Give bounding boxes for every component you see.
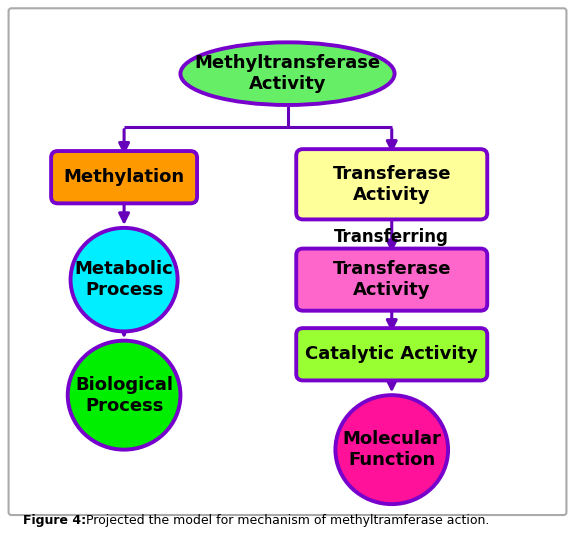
FancyBboxPatch shape [296,328,487,380]
Text: Molecular
Function: Molecular Function [342,430,441,469]
Circle shape [71,228,178,331]
Text: Transferase
Activity: Transferase Activity [332,165,451,203]
FancyBboxPatch shape [296,249,487,311]
Text: Figure 4:: Figure 4: [22,514,86,527]
Ellipse shape [181,42,394,105]
Text: Transferring: Transferring [334,228,449,246]
Text: Transferase
Activity: Transferase Activity [332,260,451,299]
Circle shape [335,395,448,504]
Text: Biological
Process: Biological Process [75,376,173,415]
Text: Metabolic
Process: Metabolic Process [75,260,174,299]
FancyBboxPatch shape [296,149,487,220]
Text: Methyltransferase
Activity: Methyltransferase Activity [194,54,381,93]
Text: Catalytic Activity: Catalytic Activity [305,345,478,363]
Circle shape [68,341,181,450]
FancyBboxPatch shape [51,151,197,203]
Text: Methylation: Methylation [63,168,185,186]
Text: Projected the model for mechanism of methyltramferase action.: Projected the model for mechanism of met… [82,514,489,527]
